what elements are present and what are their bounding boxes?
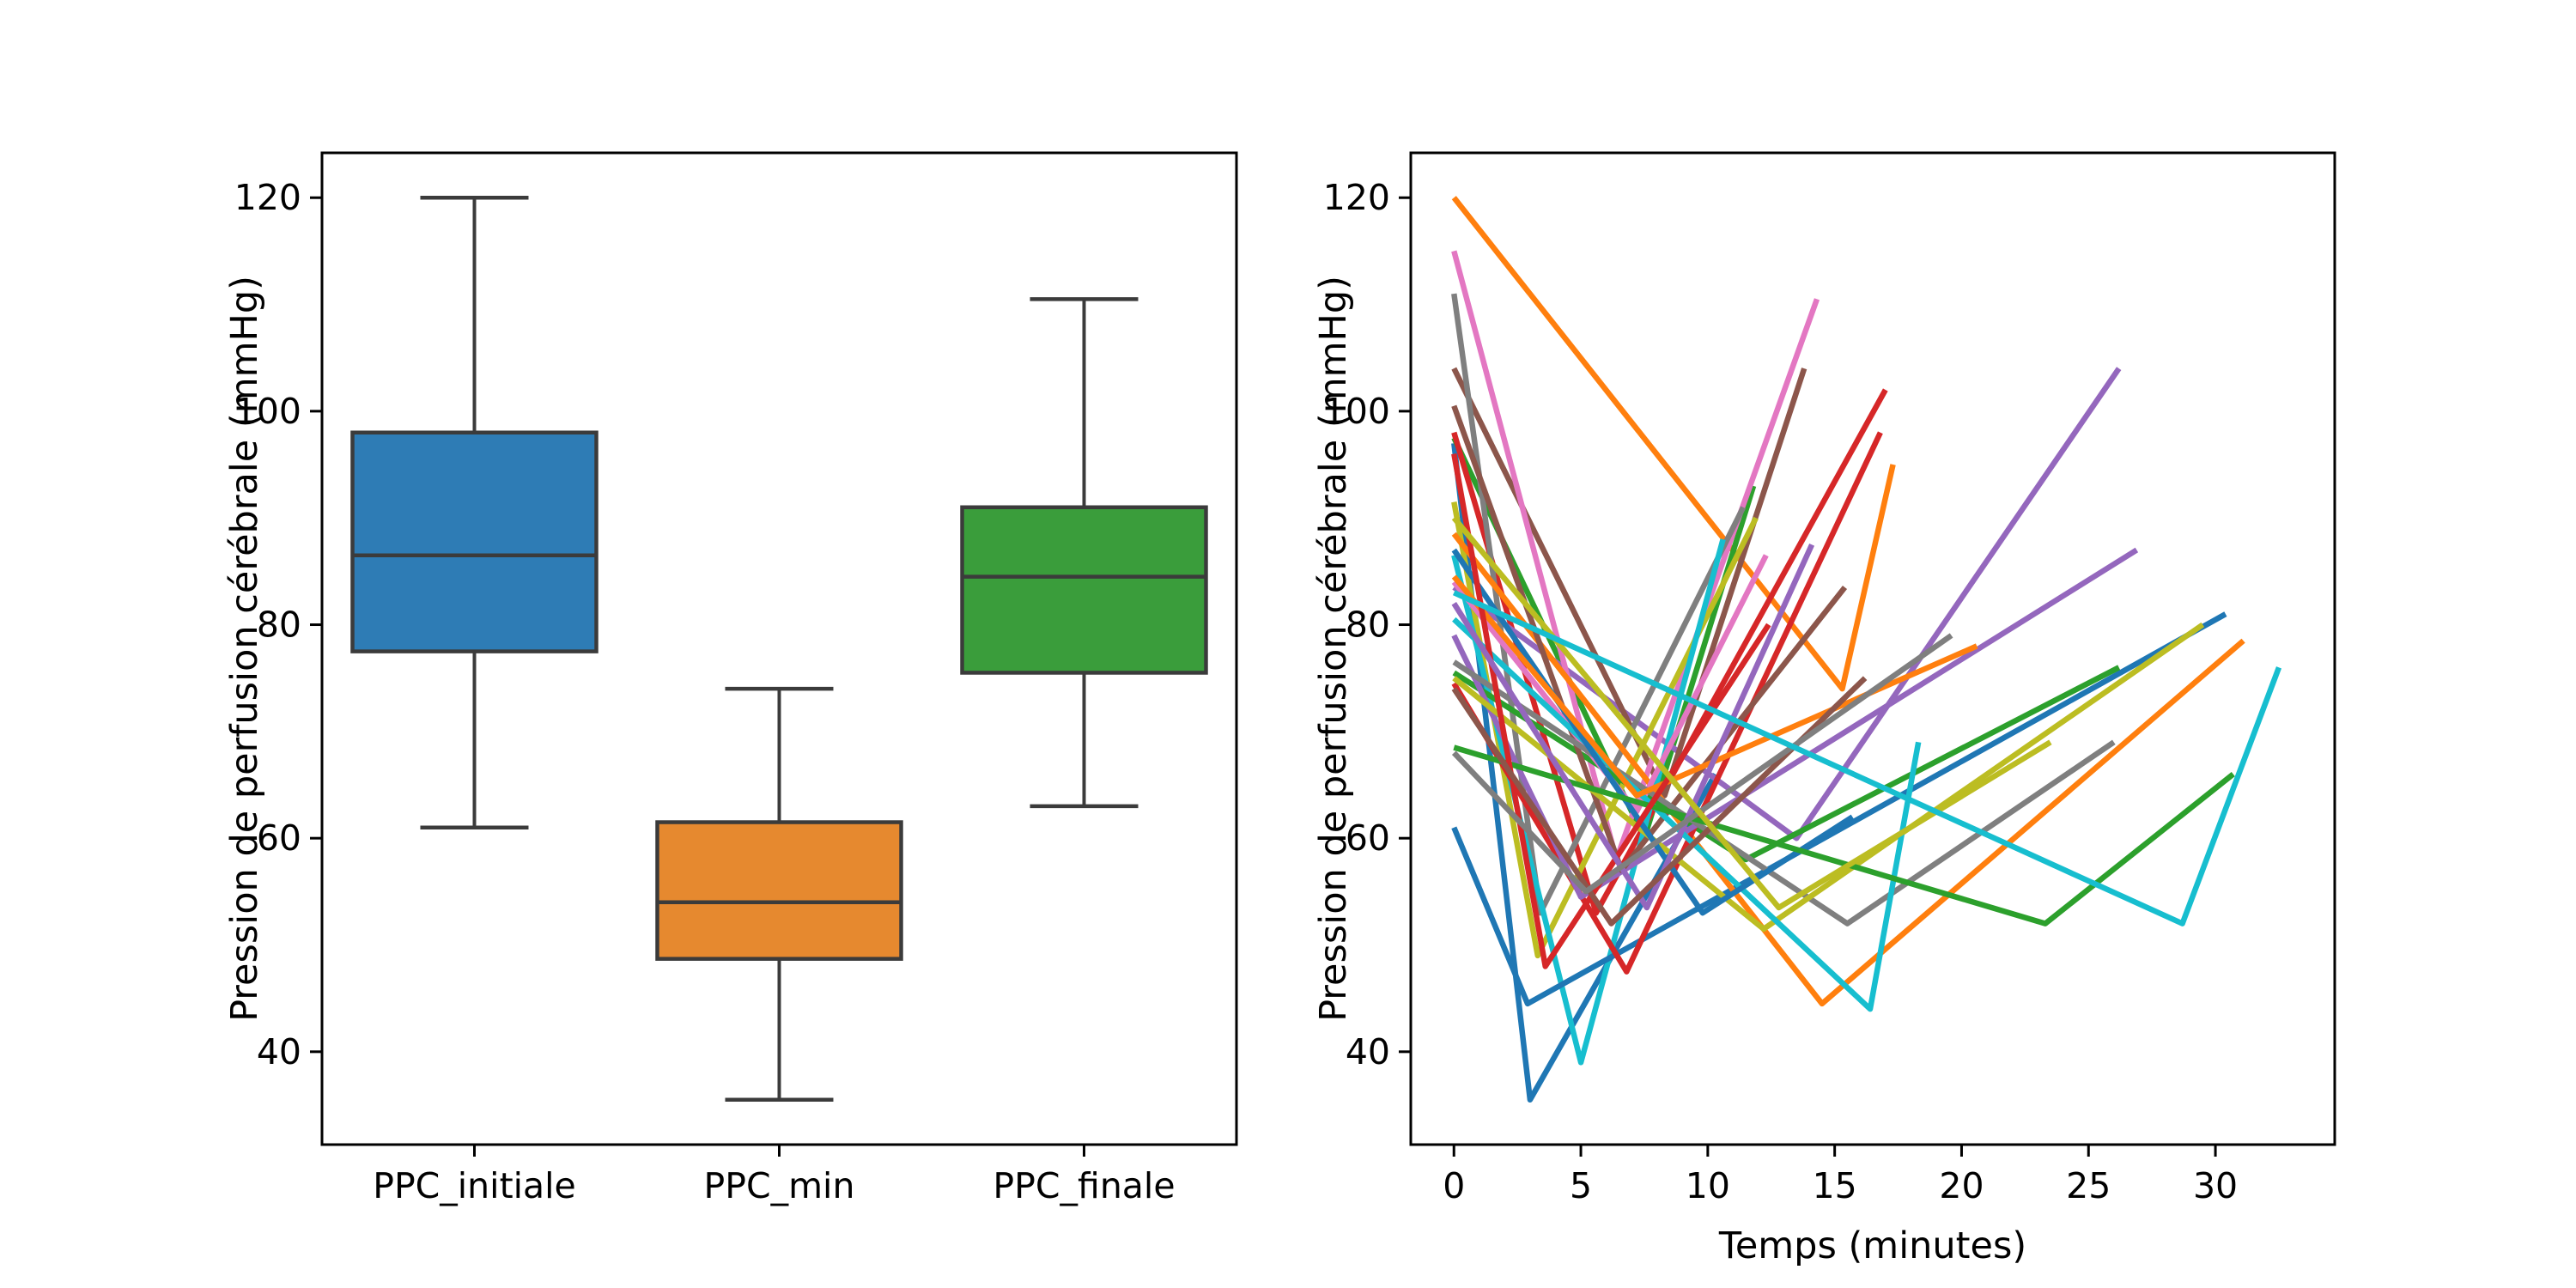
- x-tick-label: 15: [1813, 1165, 1857, 1206]
- line-patient-2: [1451, 196, 1896, 692]
- x-tick-label: PPC_initiale: [373, 1165, 576, 1206]
- y-tick-label: 60: [1346, 817, 1390, 859]
- line-patient-15: [1451, 547, 2139, 900]
- y-axis-label: Pression de perfusion cérébrale (mmHg): [223, 276, 266, 1022]
- axes-frame: [320, 151, 1238, 1146]
- x-tick-label: 30: [2193, 1165, 2238, 1206]
- y-tick-label: 40: [1346, 1031, 1390, 1072]
- line-patient-8: [1451, 293, 1747, 916]
- line-patient-24: [1451, 453, 1771, 969]
- y-axis: 40 60 80 100 120 Pression de perfusion cérébr…: [1312, 177, 1411, 1072]
- box-PPC_finale: [960, 297, 1208, 809]
- y-tick-label: 120: [234, 177, 301, 218]
- axes-frame: [1409, 151, 2336, 1146]
- y-axis-label: Pression de perfusion cérébrale (mmHg): [1312, 276, 1355, 1022]
- x-tick-label: 20: [1939, 1165, 1984, 1206]
- y-tick-label: 80: [1346, 605, 1390, 646]
- x-tick-label: 5: [1570, 1165, 1592, 1206]
- line-patient-9: [1451, 501, 1759, 959]
- y-tick-label: 120: [1323, 177, 1390, 218]
- line-patient-17: [1451, 554, 1769, 815]
- y-tick-label: 40: [257, 1031, 301, 1072]
- y-tick-label: 100: [1323, 391, 1390, 432]
- spaghetti-axes: 0 5 10 15 20 25 30 Temps (minutes) 40 60 80 100 120 P…: [1312, 151, 2336, 1267]
- x-tick-label: 25: [2066, 1165, 2111, 1206]
- box-PPC_min: [655, 686, 903, 1103]
- y-axis: 40 60 80 100 120 Pression de perfusion cérébr…: [223, 177, 322, 1072]
- line-patient-18: [1452, 659, 2116, 927]
- line-patient-13: [1452, 665, 2121, 863]
- x-tick-label: 10: [1686, 1165, 1730, 1206]
- iqr-box: [350, 430, 598, 653]
- line-patient-28: [1451, 516, 2052, 911]
- line-patient-26: [1451, 676, 1868, 927]
- y-tick-label: 100: [234, 391, 301, 432]
- y-tick-label: 80: [257, 605, 301, 646]
- iqr-box: [960, 505, 1208, 675]
- iqr-box: [655, 820, 903, 961]
- line-patient-11: [1451, 611, 2227, 1007]
- x-tick-label: 0: [1443, 1165, 1465, 1206]
- box-PPC_initiale: [350, 195, 598, 829]
- y-tick-label: 60: [257, 817, 301, 859]
- x-tick-label: PPC_finale: [993, 1165, 1175, 1206]
- line-patient-25: [1451, 543, 1815, 911]
- line-patient-29: [1452, 590, 2282, 927]
- x-tick-label: PPC_min: [704, 1165, 855, 1206]
- line-patient-12: [1451, 532, 2245, 1007]
- line-patient-27: [1451, 633, 1953, 895]
- x-axis-label: Temps (minutes): [1718, 1224, 2026, 1267]
- boxplot-axes: PPC_initiale PPC_min PPC_finale 40 60 80 100 12…: [223, 151, 1238, 1206]
